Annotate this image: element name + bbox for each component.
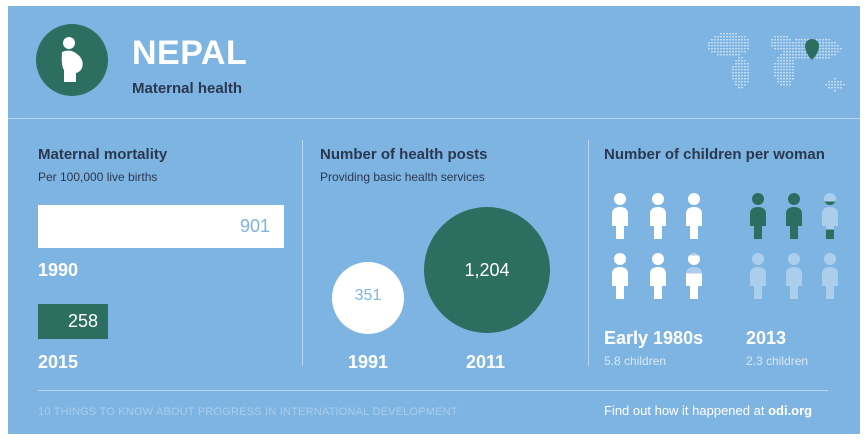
child-figure-icon (822, 193, 838, 239)
divider (8, 118, 860, 119)
period-early-1980s: Early 1980s (604, 328, 704, 348)
bar-2015: 258 (38, 304, 108, 339)
divider (588, 140, 589, 366)
caption-early-1980s: 5.8 children (604, 354, 667, 368)
footer-link-text: Find out how it happened at odi.org (604, 403, 812, 418)
period-2013: 2013 (746, 328, 787, 348)
child-figure-icon (750, 193, 766, 239)
child-figure-icon (686, 253, 702, 299)
bar-2015-value: 258 (67, 311, 98, 331)
page-subtitle: Maternal health (132, 80, 243, 97)
odi-link[interactable]: odi.org (768, 403, 813, 418)
footer-link-prefix: Find out how it happened at (604, 403, 765, 418)
caption-2013: 2.3 children (746, 354, 809, 368)
child-figure-icon (686, 193, 702, 239)
health-posts-subtitle: Providing basic health services (320, 170, 485, 184)
year-1991: 1991 (348, 352, 389, 372)
divider (38, 390, 828, 391)
location-pin-icon (805, 38, 819, 60)
child-figure-icon (612, 193, 628, 239)
page-title: NEPAL (132, 34, 248, 72)
circle-2011: 1,204 (424, 207, 550, 333)
health-posts-title: Number of health posts (320, 146, 488, 163)
circle-1991: 351 (332, 262, 404, 334)
infographic-card: NEPAL Maternal health Maternal mortality… (8, 6, 860, 434)
child-figure-icon (612, 253, 628, 299)
bar-1990: 901 (38, 205, 284, 248)
child-figure-icon (650, 253, 666, 299)
footer-tagline: 10 THINGS TO KNOW ABOUT PROGRESS IN INTE… (38, 406, 458, 418)
bar-1990-value: 901 (239, 216, 270, 236)
child-figure-icon (786, 253, 802, 299)
year-1990: 1990 (38, 260, 79, 280)
world-map-icon (708, 33, 845, 92)
circle-1991-value: 351 (354, 287, 382, 304)
circle-2011-value: 1,204 (464, 260, 510, 280)
divider (302, 140, 303, 366)
child-figure-icon (822, 253, 838, 299)
maternal-mortality-subtitle: Per 100,000 live births (38, 170, 158, 184)
year-2015: 2015 (38, 352, 79, 372)
children-title: Number of children per woman (604, 146, 825, 163)
maternal-mortality-title: Maternal mortality (38, 146, 168, 163)
child-figure-icon (650, 193, 666, 239)
pregnant-woman-icon (36, 24, 108, 96)
year-2011: 2011 (466, 352, 506, 372)
child-figure-icon (786, 193, 802, 239)
child-figure-icon (750, 253, 766, 299)
